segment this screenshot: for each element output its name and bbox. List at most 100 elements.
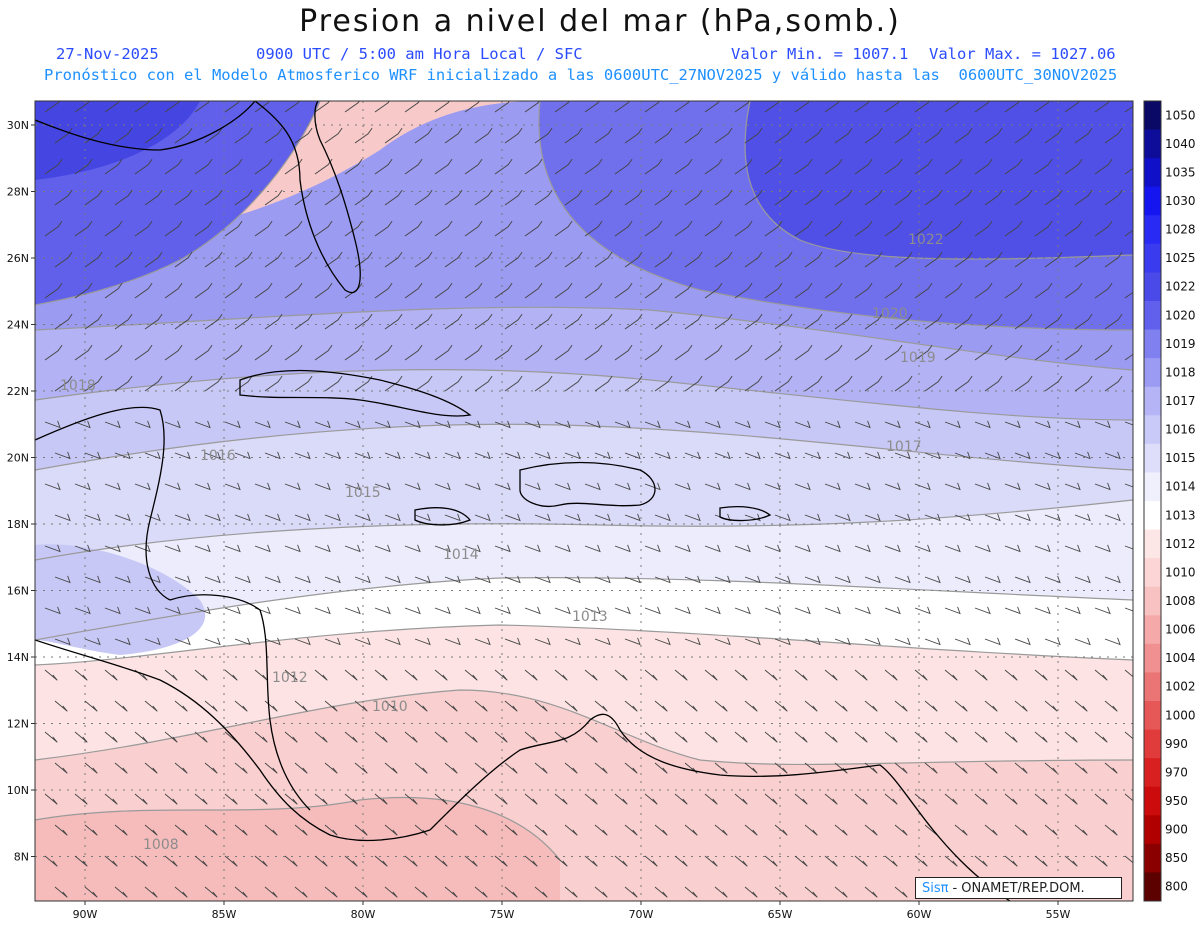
colorbar-label: 1030 — [1165, 194, 1196, 208]
colorbar: 1050 1040 1035 1030 1028 1025 1022 1020 1019 1018… — [1143, 100, 1196, 902]
lat-tick-label: 24N — [7, 319, 29, 332]
isobar-label: 1013 — [572, 609, 608, 625]
isobar-label: 1022 — [908, 232, 944, 248]
colorbar-swatch — [1144, 358, 1161, 388]
colorbar-label: 1022 — [1165, 280, 1196, 294]
colorbar-swatch — [1144, 386, 1161, 416]
colorbar-swatch — [1144, 758, 1161, 788]
colorbar-label: 1016 — [1165, 423, 1196, 437]
date-label: 27-Nov-2025 — [56, 45, 159, 63]
lon-tick-label: 60W — [907, 908, 932, 921]
colorbar-label: 1017 — [1165, 394, 1196, 408]
colorbar-swatch — [1144, 815, 1161, 845]
colorbar-label: 950 — [1165, 794, 1188, 808]
credit-box: Sisπ - ONAMET/REP.DOM. — [915, 877, 1122, 899]
colorbar-label: 1050 — [1165, 108, 1196, 122]
lon-tick-label: 65W — [768, 908, 793, 921]
isobar-label: 1020 — [872, 306, 908, 322]
colorbar-swatch — [1144, 529, 1161, 559]
colorbar-label: 1025 — [1165, 251, 1196, 265]
colorbar-label: 850 — [1165, 851, 1188, 865]
colorbar-label: 1002 — [1165, 680, 1196, 694]
isobar-label: 1014 — [443, 547, 479, 563]
lat-tick-label: 14N — [7, 651, 29, 664]
colorbar-swatch — [1144, 786, 1161, 816]
colorbar-swatch — [1144, 615, 1161, 645]
colorbar-swatch — [1144, 586, 1161, 616]
colorbar-swatch — [1144, 272, 1161, 302]
pressure-field — [35, 101, 1133, 901]
colorbar-label: 1000 — [1165, 708, 1196, 722]
lat-tick-label: 20N — [7, 452, 29, 465]
lon-tick-label: 85W — [212, 908, 237, 921]
colorbar-swatch — [1144, 672, 1161, 702]
sis-logo: Sisπ — [922, 880, 949, 896]
colorbar-swatch — [1144, 329, 1161, 359]
isobar-label: 1015 — [345, 485, 381, 501]
colorbar-label: 1014 — [1165, 480, 1196, 494]
colorbar-label: 1008 — [1165, 594, 1196, 608]
lon-tick-label: 70W — [629, 908, 654, 921]
colorbar-label: 1015 — [1165, 451, 1196, 465]
credit-text: - ONAMET/REP.DOM. — [952, 880, 1085, 896]
colorbar-swatch — [1144, 158, 1161, 188]
lon-tick-label: 80W — [351, 908, 376, 921]
lat-tick-label: 16N — [7, 585, 29, 598]
lon-tick-label: 90W — [73, 908, 98, 921]
colorbar-label: 970 — [1165, 765, 1188, 779]
forecast-label: Pronóstico con el Modelo Atmosferico WRF… — [44, 66, 1118, 84]
lat-tick-label: 22N — [7, 385, 29, 398]
min-value: Valor Min. = 1007.1 — [731, 45, 909, 63]
lat-lon-grid — [35, 101, 1133, 901]
colorbar-label: 1018 — [1165, 365, 1196, 379]
colorbar-label: 1019 — [1165, 337, 1196, 351]
page-title: Presion a nivel del mar (hPa,somb.) — [299, 4, 901, 39]
colorbar-label: 1004 — [1165, 651, 1196, 665]
isobar-label: 1012 — [272, 670, 308, 686]
lat-tick-label: 26N — [7, 252, 29, 265]
colorbar-swatch — [1144, 472, 1161, 502]
wind-barbs — [44, 101, 1133, 898]
coastlines — [35, 101, 1011, 901]
colorbar-label: 800 — [1165, 880, 1188, 894]
colorbar-swatch — [1144, 872, 1161, 902]
colorbar-swatch — [1144, 101, 1161, 131]
isobar-label: 1017 — [886, 439, 922, 455]
lat-tick-label: 30N — [7, 119, 29, 132]
colorbar-swatch — [1144, 243, 1161, 273]
axis-ticks: 90W 85W 80W 75W 70W 65W 60W 55W 30N 28N 26N 24N 22N 2… — [7, 119, 1071, 921]
colorbar-swatch — [1144, 415, 1161, 445]
lon-tick-label: 75W — [490, 908, 515, 921]
lon-tick-label: 55W — [1046, 908, 1071, 921]
lat-tick-label: 28N — [7, 186, 29, 199]
lat-tick-label: 12N — [7, 718, 29, 731]
isobar-label: 1018 — [60, 378, 96, 394]
isobar-labels: 1022 1020 1019 1018 1017 1016 1015 1014 … — [60, 232, 944, 853]
isobar-label: 1010 — [372, 699, 408, 715]
colorbar-label: 990 — [1165, 737, 1188, 751]
isobar-label: 1016 — [200, 448, 236, 464]
max-value: Valor Max. = 1027.06 — [929, 45, 1116, 63]
colorbar-label: 1040 — [1165, 137, 1196, 151]
colorbar-swatch — [1144, 729, 1161, 759]
colorbar-label: 1028 — [1165, 223, 1196, 237]
time-label: 0900 UTC / 5:00 am Hora Local / SFC — [256, 45, 583, 63]
colorbar-label: 1012 — [1165, 537, 1196, 551]
lat-tick-label: 8N — [14, 851, 29, 864]
lat-tick-label: 18N — [7, 518, 29, 531]
colorbar-swatch — [1144, 129, 1161, 159]
colorbar-swatch — [1144, 558, 1161, 588]
colorbar-swatch — [1144, 643, 1161, 673]
colorbar-swatch — [1144, 301, 1161, 331]
colorbar-swatch — [1144, 215, 1161, 245]
colorbar-swatch — [1144, 701, 1161, 731]
colorbar-swatch — [1144, 501, 1161, 531]
colorbar-swatch — [1144, 843, 1161, 873]
colorbar-swatch — [1144, 186, 1161, 216]
colorbar-swatch — [1144, 443, 1161, 473]
map-frame — [34, 100, 1134, 902]
colorbar-label: 1010 — [1165, 565, 1196, 579]
isobar-label: 1008 — [143, 837, 179, 853]
colorbar-label: 1006 — [1165, 623, 1196, 637]
